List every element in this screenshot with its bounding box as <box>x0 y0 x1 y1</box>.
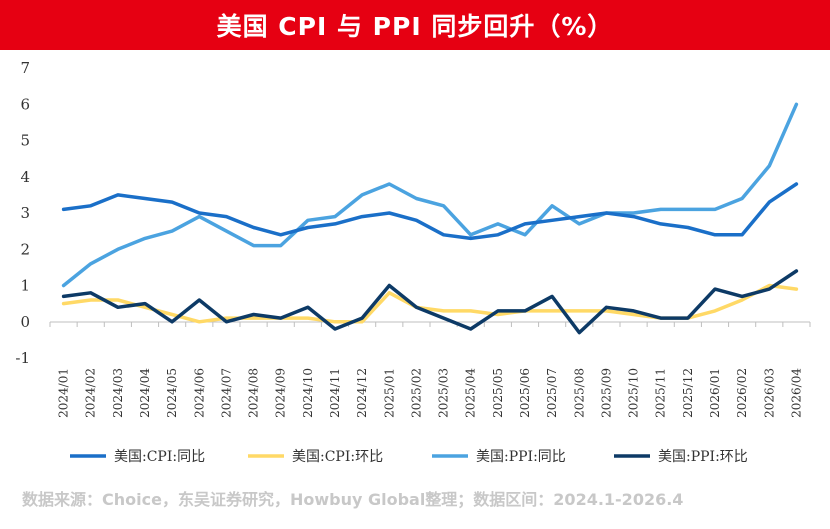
y-tick-label: 2 <box>20 240 30 258</box>
series-line <box>61 182 799 241</box>
x-tick-label: 2025/01 <box>382 368 396 418</box>
data-source-note: 数据来源：Choice，东吴证券研究，Howbuy Global整理；数据区间：… <box>22 490 684 509</box>
x-tick-label: 2025/04 <box>464 368 478 418</box>
x-tick-label: 2024/03 <box>111 368 125 418</box>
x-tick-label: 2024/04 <box>138 368 152 418</box>
legend-item: 美国:PPI:同比 <box>432 449 566 465</box>
x-tick-label: 2025/09 <box>599 368 613 418</box>
y-tick-label: 0 <box>20 313 30 331</box>
y-tick-label: 4 <box>20 168 30 186</box>
y-tick-label: 3 <box>20 204 30 222</box>
x-tick-label: 2024/01 <box>57 368 71 418</box>
x-tick-label: 2025/07 <box>545 368 559 418</box>
series-line <box>61 269 799 335</box>
legend-label: 美国:PPI:环比 <box>658 449 748 465</box>
x-tick-label: 2024/05 <box>165 368 179 418</box>
x-tick-label: 2026/02 <box>735 368 749 418</box>
legend-label: 美国:CPI:同比 <box>114 449 205 465</box>
x-tick-label: 2024/12 <box>355 368 369 418</box>
legend: 美国:CPI:同比 美国:CPI:环比 美国:PPI:同比 美国:PPI:环比 <box>70 449 748 465</box>
x-axis: 2024/01 2024/02 2024/03 2024/04 2024/05 2024/… <box>49 321 811 418</box>
x-tick-label: 2024/06 <box>192 368 206 418</box>
y-tick-label: 1 <box>20 277 30 295</box>
y-tick-label: -1 <box>15 349 30 367</box>
x-tick-label: 2026/01 <box>708 368 722 418</box>
x-tick-label: 2024/07 <box>219 368 233 418</box>
x-tick-label: 2024/09 <box>274 368 288 418</box>
series-layer <box>61 102 799 335</box>
x-tick-label: 2025/02 <box>409 368 423 418</box>
legend-item: 美国:CPI:同比 <box>70 449 205 465</box>
x-tick-label: 2025/05 <box>491 368 505 418</box>
series-line <box>61 102 799 288</box>
x-tick-label: 2024/08 <box>247 368 261 418</box>
x-tick-label: 2025/03 <box>437 368 451 418</box>
x-tick-label: 2024/11 <box>328 368 342 418</box>
y-tick-label: 7 <box>20 59 30 77</box>
x-tick-label: 2024/10 <box>301 368 315 418</box>
y-tick-label: 5 <box>20 132 30 150</box>
x-tick-label: 2025/08 <box>572 368 586 418</box>
x-tick-label: 2025/06 <box>518 368 532 418</box>
chart-title: 美国 CPI 与 PPI 同步回升（%） <box>216 12 614 41</box>
legend-item: 美国:CPI:环比 <box>248 449 383 465</box>
y-axis: -1 0 1 2 3 4 5 6 7 <box>15 59 30 367</box>
x-tick-label: 2024/02 <box>84 368 98 418</box>
legend-label: 美国:CPI:环比 <box>292 449 383 465</box>
x-tick-label: 2025/11 <box>654 368 668 418</box>
y-tick-label: 6 <box>20 95 30 113</box>
x-tick-label: 2026/04 <box>789 368 803 418</box>
x-tick-label: 2026/03 <box>762 368 776 418</box>
legend-item: 美国:PPI:环比 <box>614 449 748 465</box>
x-tick-label: 2025/12 <box>681 368 695 418</box>
legend-label: 美国:PPI:同比 <box>476 449 566 465</box>
title-bar: 美国 CPI 与 PPI 同步回升（%） <box>0 0 830 50</box>
x-tick-label: 2025/10 <box>627 368 641 418</box>
